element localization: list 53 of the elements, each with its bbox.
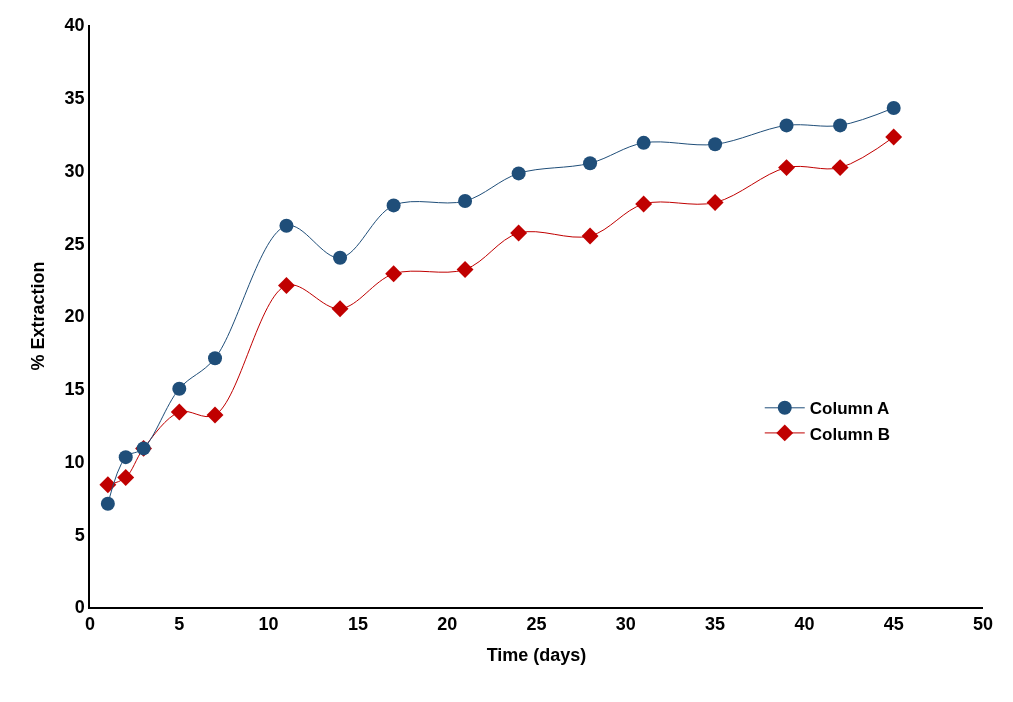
point xyxy=(458,194,473,209)
y-tick-label: 25 xyxy=(64,233,85,254)
point xyxy=(885,128,903,146)
point xyxy=(170,403,188,421)
point xyxy=(386,198,401,213)
point xyxy=(172,381,187,396)
y-tick-label: 0 xyxy=(74,597,85,618)
x-tick-label: 25 xyxy=(526,614,547,635)
y-tick-label: 5 xyxy=(74,524,85,545)
x-tick-label: 30 xyxy=(615,614,636,635)
point xyxy=(583,156,598,171)
point xyxy=(581,227,599,245)
point xyxy=(278,276,295,294)
point xyxy=(456,260,474,278)
point xyxy=(385,265,403,283)
y-tick-label: 40 xyxy=(64,15,85,36)
point xyxy=(206,406,224,424)
point xyxy=(636,135,651,150)
point xyxy=(778,159,795,177)
x-axis-title: Time (days) xyxy=(486,644,587,665)
point xyxy=(831,159,849,177)
y-tick-label: 30 xyxy=(64,160,85,181)
point xyxy=(117,469,135,486)
y-tick-label: 20 xyxy=(64,306,85,327)
point xyxy=(708,137,723,152)
point xyxy=(331,300,349,318)
y-tick-label: 15 xyxy=(64,379,85,400)
point xyxy=(886,100,901,115)
point xyxy=(279,218,294,233)
x-tick-label: 45 xyxy=(883,614,904,635)
y-axis-title: % Extraction xyxy=(28,261,49,371)
point xyxy=(511,166,526,181)
point xyxy=(779,118,794,133)
y-tick-label: 35 xyxy=(64,88,85,109)
point xyxy=(118,450,133,465)
point xyxy=(99,476,117,494)
legend-label: Column A xyxy=(809,399,890,419)
legend-label: Column B xyxy=(809,424,891,444)
x-tick-label: 35 xyxy=(705,614,726,635)
x-tick-label: 10 xyxy=(258,614,279,635)
x-tick-label: 20 xyxy=(437,614,458,635)
point xyxy=(706,194,724,211)
point xyxy=(333,250,348,265)
point xyxy=(833,118,848,133)
x-tick-label: 5 xyxy=(174,614,185,635)
x-tick-label: 50 xyxy=(972,614,994,635)
point xyxy=(510,224,528,242)
y-tick-label: 10 xyxy=(64,451,85,472)
point xyxy=(100,496,115,511)
x-tick-label: 40 xyxy=(794,614,815,635)
x-tick-label: 15 xyxy=(347,614,368,635)
point xyxy=(208,351,223,366)
point xyxy=(635,195,653,213)
